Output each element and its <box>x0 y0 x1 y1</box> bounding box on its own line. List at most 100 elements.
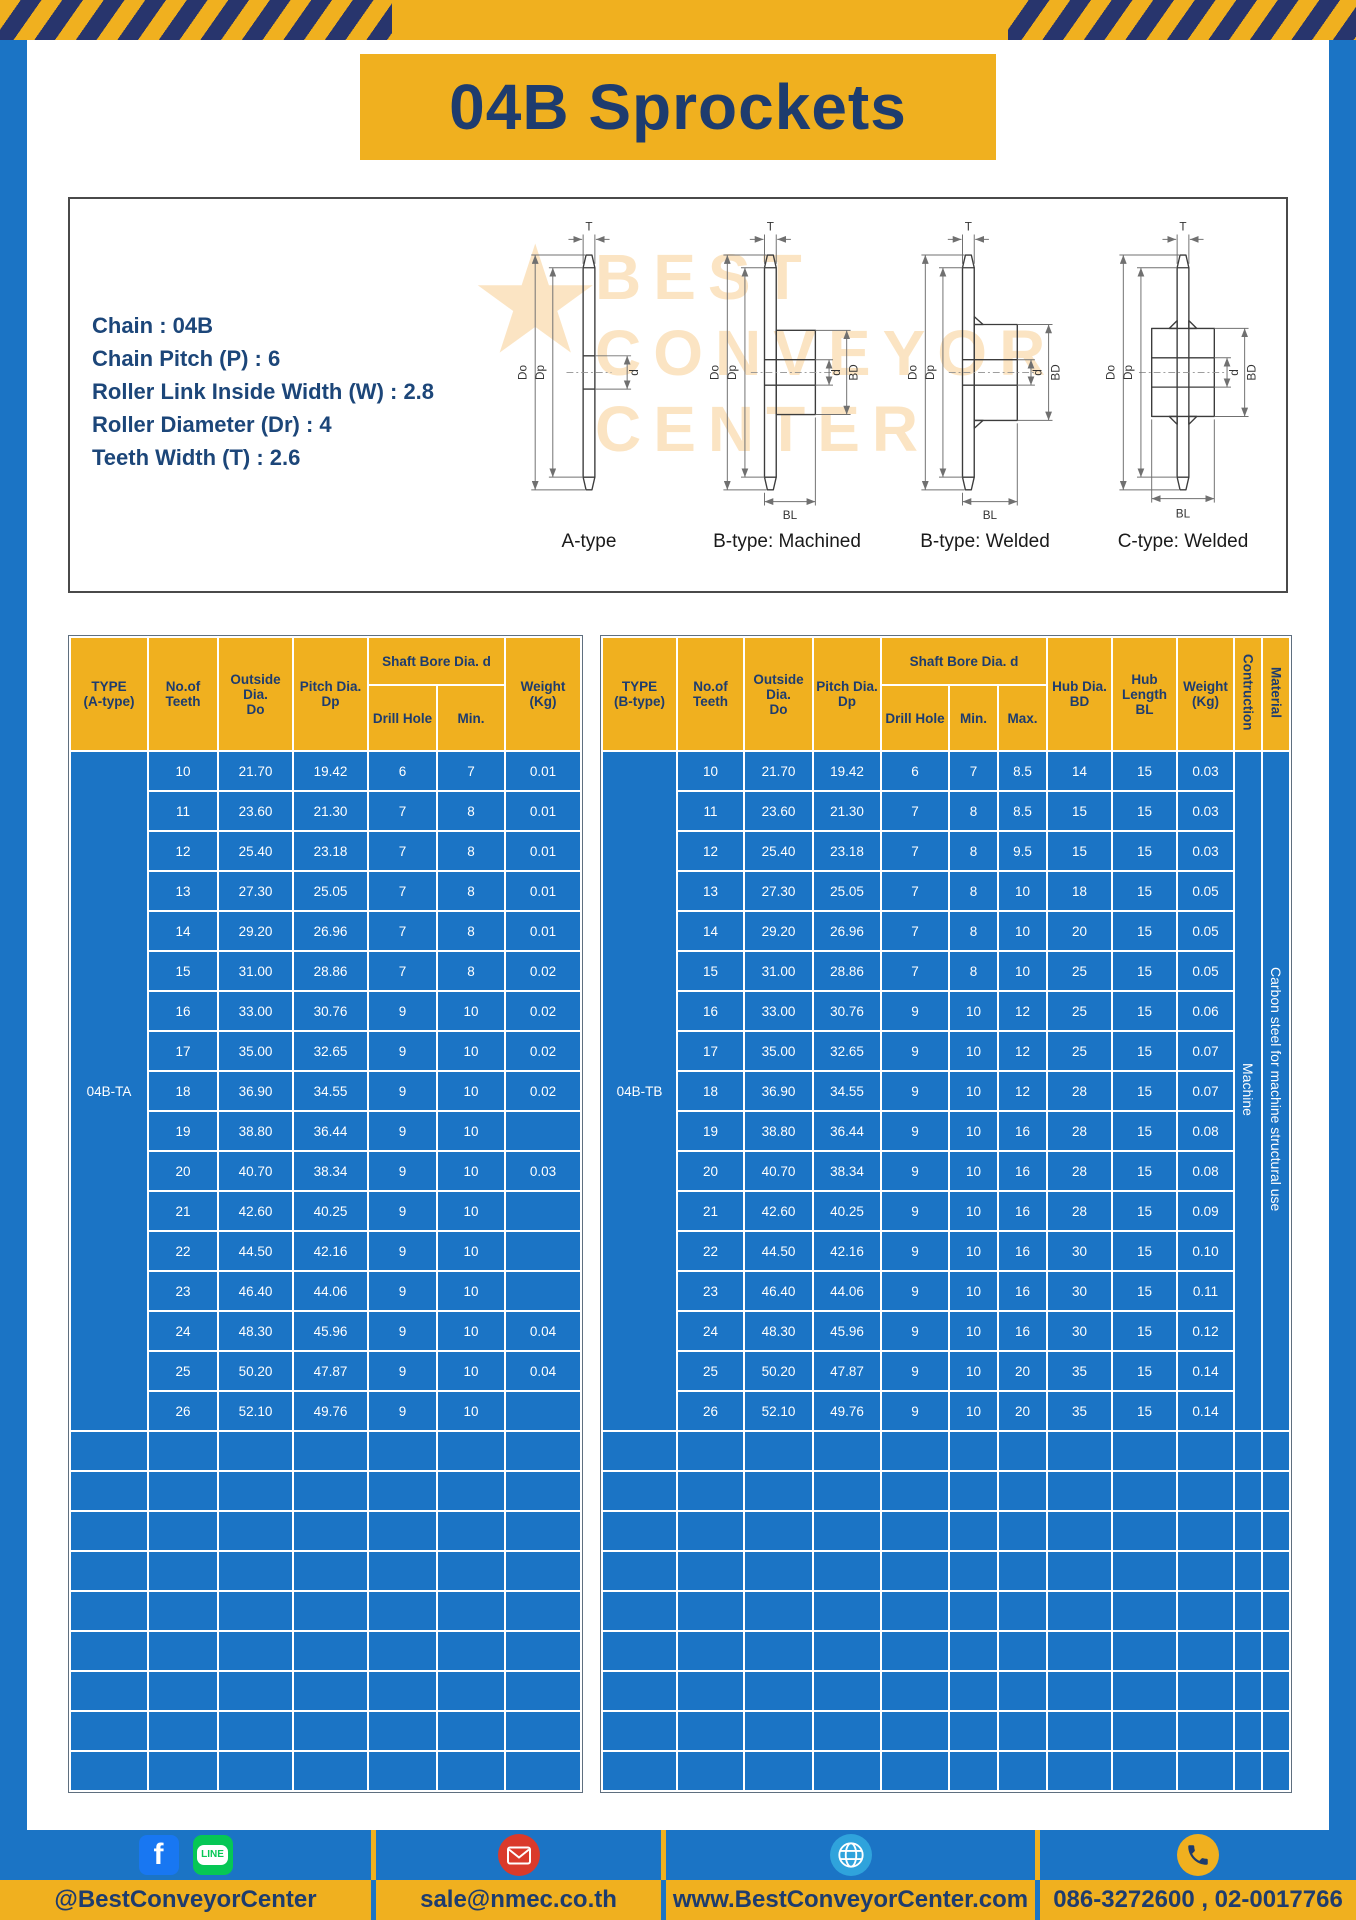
cell: 9 <box>880 1350 950 1392</box>
cell: 26 <box>147 1390 219 1432</box>
cell: 19 <box>147 1110 219 1152</box>
cell: 0.11 <box>1176 1270 1235 1312</box>
cell: 31.00 <box>217 950 294 992</box>
empty-cell <box>948 1710 999 1752</box>
dim-bl-label: BL <box>1176 507 1191 520</box>
cell: 52.10 <box>743 1390 814 1432</box>
empty-cell <box>948 1670 999 1712</box>
dim-bd-label: BD <box>1245 364 1258 380</box>
empty-cell <box>1233 1670 1263 1712</box>
empty-cell <box>292 1590 369 1632</box>
cell: 50.20 <box>217 1350 294 1392</box>
cell: 7 <box>367 830 438 872</box>
cell: 9 <box>880 1190 950 1232</box>
table-row: 21 42.60 40.25 9 10 16 28 15 0.09 <box>602 1190 1290 1232</box>
cell: 16 <box>997 1270 1048 1312</box>
cell: 9 <box>880 1390 950 1432</box>
cell: 9 <box>880 1310 950 1352</box>
cell: 0.04 <box>504 1310 583 1352</box>
cell: 11 <box>147 790 219 832</box>
empty-cell <box>1111 1670 1178 1712</box>
cell: 15 <box>1111 1070 1178 1112</box>
empty-cell <box>743 1470 814 1512</box>
cell: 0.10 <box>1176 1230 1235 1272</box>
empty-cell <box>880 1630 950 1672</box>
watermark-line: BEST <box>595 241 814 313</box>
cell: 33.00 <box>217 990 294 1032</box>
empty-row <box>69 1670 583 1712</box>
table-row: 12 25.40 23.18 7 8 0.01 <box>70 830 583 872</box>
cell: 9.5 <box>997 830 1048 872</box>
dim-dp-label: Dp <box>534 364 547 379</box>
cell: 35.00 <box>217 1030 294 1072</box>
cell: 8 <box>948 830 999 872</box>
cell: 9 <box>367 1350 438 1392</box>
dim-d-label: d <box>628 369 641 376</box>
cell: 9 <box>367 1190 438 1232</box>
empty-cell <box>1261 1430 1291 1472</box>
empty-cell <box>948 1510 999 1552</box>
cell: 15 <box>1111 1150 1178 1192</box>
empty-cell <box>292 1750 369 1792</box>
drawing-c-type-welded: T Do Dp d BD <box>1084 211 1282 589</box>
cell: 10 <box>435 990 507 1032</box>
watermark: BEST CONVEYOR CENTER <box>595 239 1057 467</box>
empty-cell <box>743 1630 814 1672</box>
c-type-welded-diagram: T Do Dp d BD <box>1105 221 1259 521</box>
line-icon: LINE <box>192 1835 233 1875</box>
table-row: 20 40.70 38.34 9 10 0.03 <box>70 1150 583 1192</box>
cell: 15 <box>147 950 219 992</box>
empty-cell <box>147 1750 219 1792</box>
header-teeth: No.of Teeth <box>147 636 219 752</box>
empty-cell <box>997 1590 1048 1632</box>
cell: 30 <box>1046 1230 1113 1272</box>
empty-cell <box>1111 1710 1178 1752</box>
cell: 28 <box>1046 1190 1113 1232</box>
dim-bd-label: BD <box>1049 364 1062 380</box>
email-icon <box>497 1834 540 1876</box>
cell: 8 <box>435 790 507 832</box>
cell: 0.05 <box>1176 950 1235 992</box>
empty-cell <box>812 1630 882 1672</box>
cell: 9 <box>367 1310 438 1352</box>
table-row: 25 50.20 47.87 9 10 20 35 15 0.14 <box>602 1350 1290 1392</box>
empty-cell <box>601 1550 678 1592</box>
cell: 27.30 <box>217 870 294 912</box>
dim-do-label: Do <box>709 364 722 379</box>
table-row: 23 46.40 44.06 9 10 16 30 15 0.11 <box>602 1270 1290 1312</box>
empty-cell <box>435 1750 507 1792</box>
cell: 32.65 <box>292 1030 369 1072</box>
empty-cell <box>1176 1510 1235 1552</box>
cell <box>504 1270 583 1312</box>
cell: 8 <box>948 910 999 952</box>
cell: 23 <box>676 1270 745 1312</box>
empty-cell <box>1046 1670 1113 1712</box>
cell: 38.34 <box>292 1150 369 1192</box>
empty-cell <box>812 1670 882 1712</box>
empty-cell <box>504 1590 583 1632</box>
b-type-table: TYPE (B-type) No.of Teeth Outside Dia. Do Pitch… <box>601 636 1291 1792</box>
hazard-stripes-right <box>1008 0 1356 40</box>
cell: 13 <box>676 870 745 912</box>
empty-cell <box>1046 1470 1113 1512</box>
cell: 13 <box>147 870 219 912</box>
cell: 26.96 <box>292 910 369 952</box>
cell: 48.30 <box>743 1310 814 1352</box>
cell: 8.5 <box>997 790 1048 832</box>
cell: 0.01 <box>504 830 583 872</box>
table-row: 13 27.30 25.05 7 8 0.01 <box>70 870 583 912</box>
empty-cell <box>880 1510 950 1552</box>
dim-t-label: T <box>965 221 972 234</box>
empty-cell <box>1046 1430 1113 1472</box>
cell: 27.30 <box>743 870 814 912</box>
cell: 15 <box>1111 1190 1178 1232</box>
cell: 29.20 <box>217 910 294 952</box>
cell: 38.80 <box>217 1110 294 1152</box>
empty-cell <box>147 1710 219 1752</box>
cell: 0.02 <box>504 990 583 1032</box>
header-teeth: No.of Teeth <box>676 636 745 752</box>
a-type-header: TYPE (A-type) No.of Teeth Outside Dia. Do Pitch… <box>69 636 583 752</box>
cell: 15 <box>1111 910 1178 952</box>
empty-cell <box>435 1510 507 1552</box>
cell: 20 <box>147 1150 219 1192</box>
